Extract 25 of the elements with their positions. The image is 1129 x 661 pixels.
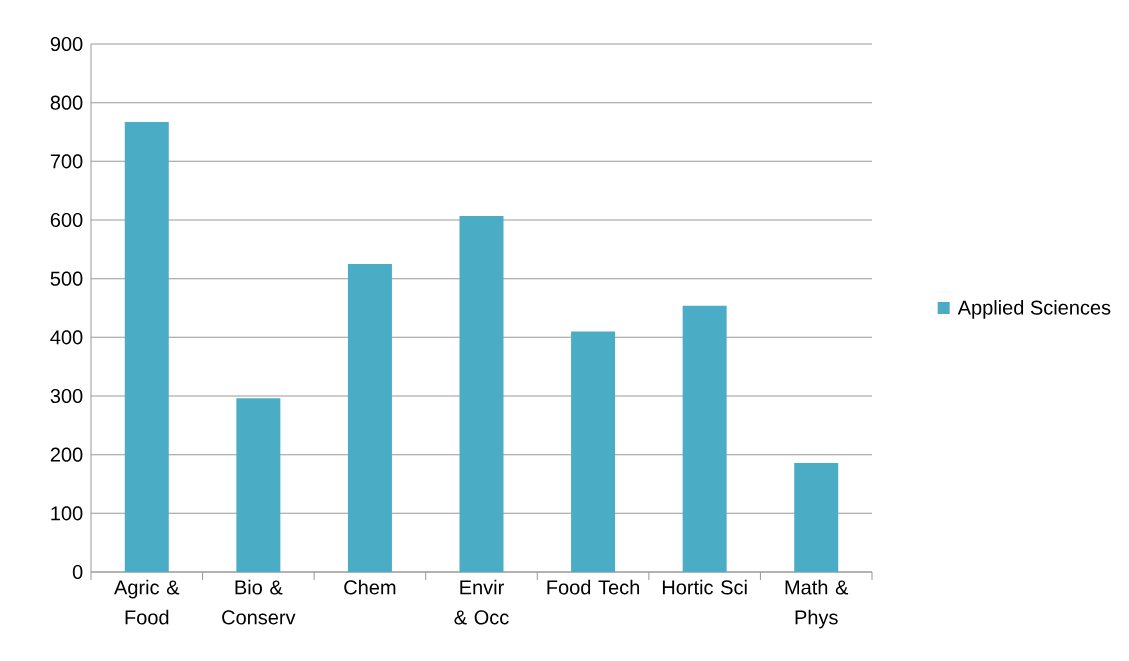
y-tick-label: 400 [50, 330, 83, 345]
bar [347, 264, 392, 572]
y-tick-label: 0 [72, 564, 83, 580]
bar [236, 398, 281, 572]
bar [124, 122, 169, 572]
legend-label: Applied Sciences [957, 300, 1111, 319]
x-tick-label: Envir & Occ [454, 579, 509, 625]
bar [459, 215, 504, 572]
x-tick-label: Bio & Conserv [222, 579, 296, 625]
bar [794, 462, 839, 572]
bar [571, 331, 616, 572]
x-tick-label: Hortic Sci [662, 579, 747, 595]
y-tick-label: 900 [50, 36, 83, 52]
x-tick-label: Food Tech [547, 579, 640, 595]
y-tick-label: 600 [50, 212, 83, 228]
y-tick-label: 200 [50, 447, 83, 462]
y-tick-label: 300 [50, 388, 83, 404]
y-tick-label: 500 [50, 271, 83, 286]
y-tick-label: 800 [50, 95, 83, 110]
x-tick-label: Agric & Food [114, 579, 180, 625]
bar [682, 305, 727, 572]
x-tick-label: Chem [344, 579, 396, 595]
x-tick-label: Math & Phys [785, 579, 849, 629]
y-tick-label: 700 [50, 154, 83, 169]
y-tick-label: 100 [51, 506, 83, 521]
